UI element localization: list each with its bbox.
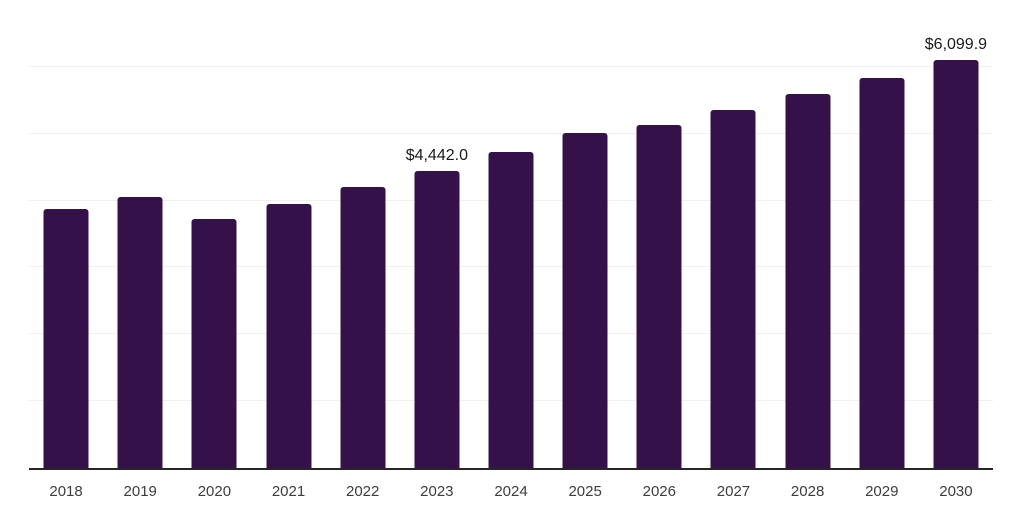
x-tick-2024: 2024 <box>494 483 528 500</box>
x-tick-2030: 2030 <box>939 483 973 500</box>
bar-slot-2029 <box>845 0 919 468</box>
bar-2018 <box>43 208 89 468</box>
bar-slot-2025 <box>548 0 622 468</box>
x-tick-2028: 2028 <box>790 483 825 500</box>
bar-2026 <box>636 125 682 468</box>
plot-area: $4,442.0 $6,099.9 <box>29 0 993 470</box>
x-tick-2023: 2023 <box>420 483 454 500</box>
bar-slot-2024 <box>474 0 548 468</box>
x-tick-2018: 2018 <box>49 483 83 500</box>
x-tick-2029: 2029 <box>865 483 899 500</box>
x-tick-2025: 2025 <box>568 483 602 500</box>
x-tick-2020: 2020 <box>197 483 232 500</box>
gridline-6000 <box>29 65 993 67</box>
x-tick-2027: 2027 <box>716 483 751 500</box>
x-tick-2021: 2021 <box>271 483 306 500</box>
bar-2030: $6,099.9 <box>925 36 987 468</box>
bar-slot-2020 <box>177 0 251 468</box>
bar-2020 <box>191 219 237 468</box>
x-tick-2022: 2022 <box>346 483 380 500</box>
value-label-2030: $6,099.9 <box>924 36 988 54</box>
bar-slot-2023: $4,442.0 <box>400 0 474 468</box>
bar-2021 <box>266 203 312 468</box>
bar-2025 <box>562 133 608 468</box>
x-axis: 2018 2019 2020 2021 2022 2023 2024 2025 2026 2027… <box>29 472 993 512</box>
bar-slot-2027 <box>696 0 770 468</box>
bar-2023: $4,442.0 <box>406 147 468 468</box>
bar-2028 <box>785 93 831 468</box>
x-tick-2026: 2026 <box>642 483 676 500</box>
bar-slot-2026 <box>622 0 696 468</box>
x-tick-2019: 2019 <box>123 483 157 500</box>
bar-slot-2018 <box>29 0 103 468</box>
bar-slot-2028 <box>771 0 845 468</box>
bar-2024 <box>488 151 534 468</box>
bar-2029 <box>859 77 905 468</box>
bar-slot-2030: $6,099.9 <box>919 0 993 468</box>
bar-2027 <box>710 109 756 468</box>
bar-slot-2019 <box>103 0 177 468</box>
bar-slot-2021 <box>251 0 325 468</box>
bar-2019 <box>117 196 163 468</box>
gridline-5000 <box>29 132 993 134</box>
bar-slot-2022 <box>326 0 400 468</box>
bar-2022 <box>340 187 386 468</box>
value-label-2023: $4,442.0 <box>405 147 468 165</box>
